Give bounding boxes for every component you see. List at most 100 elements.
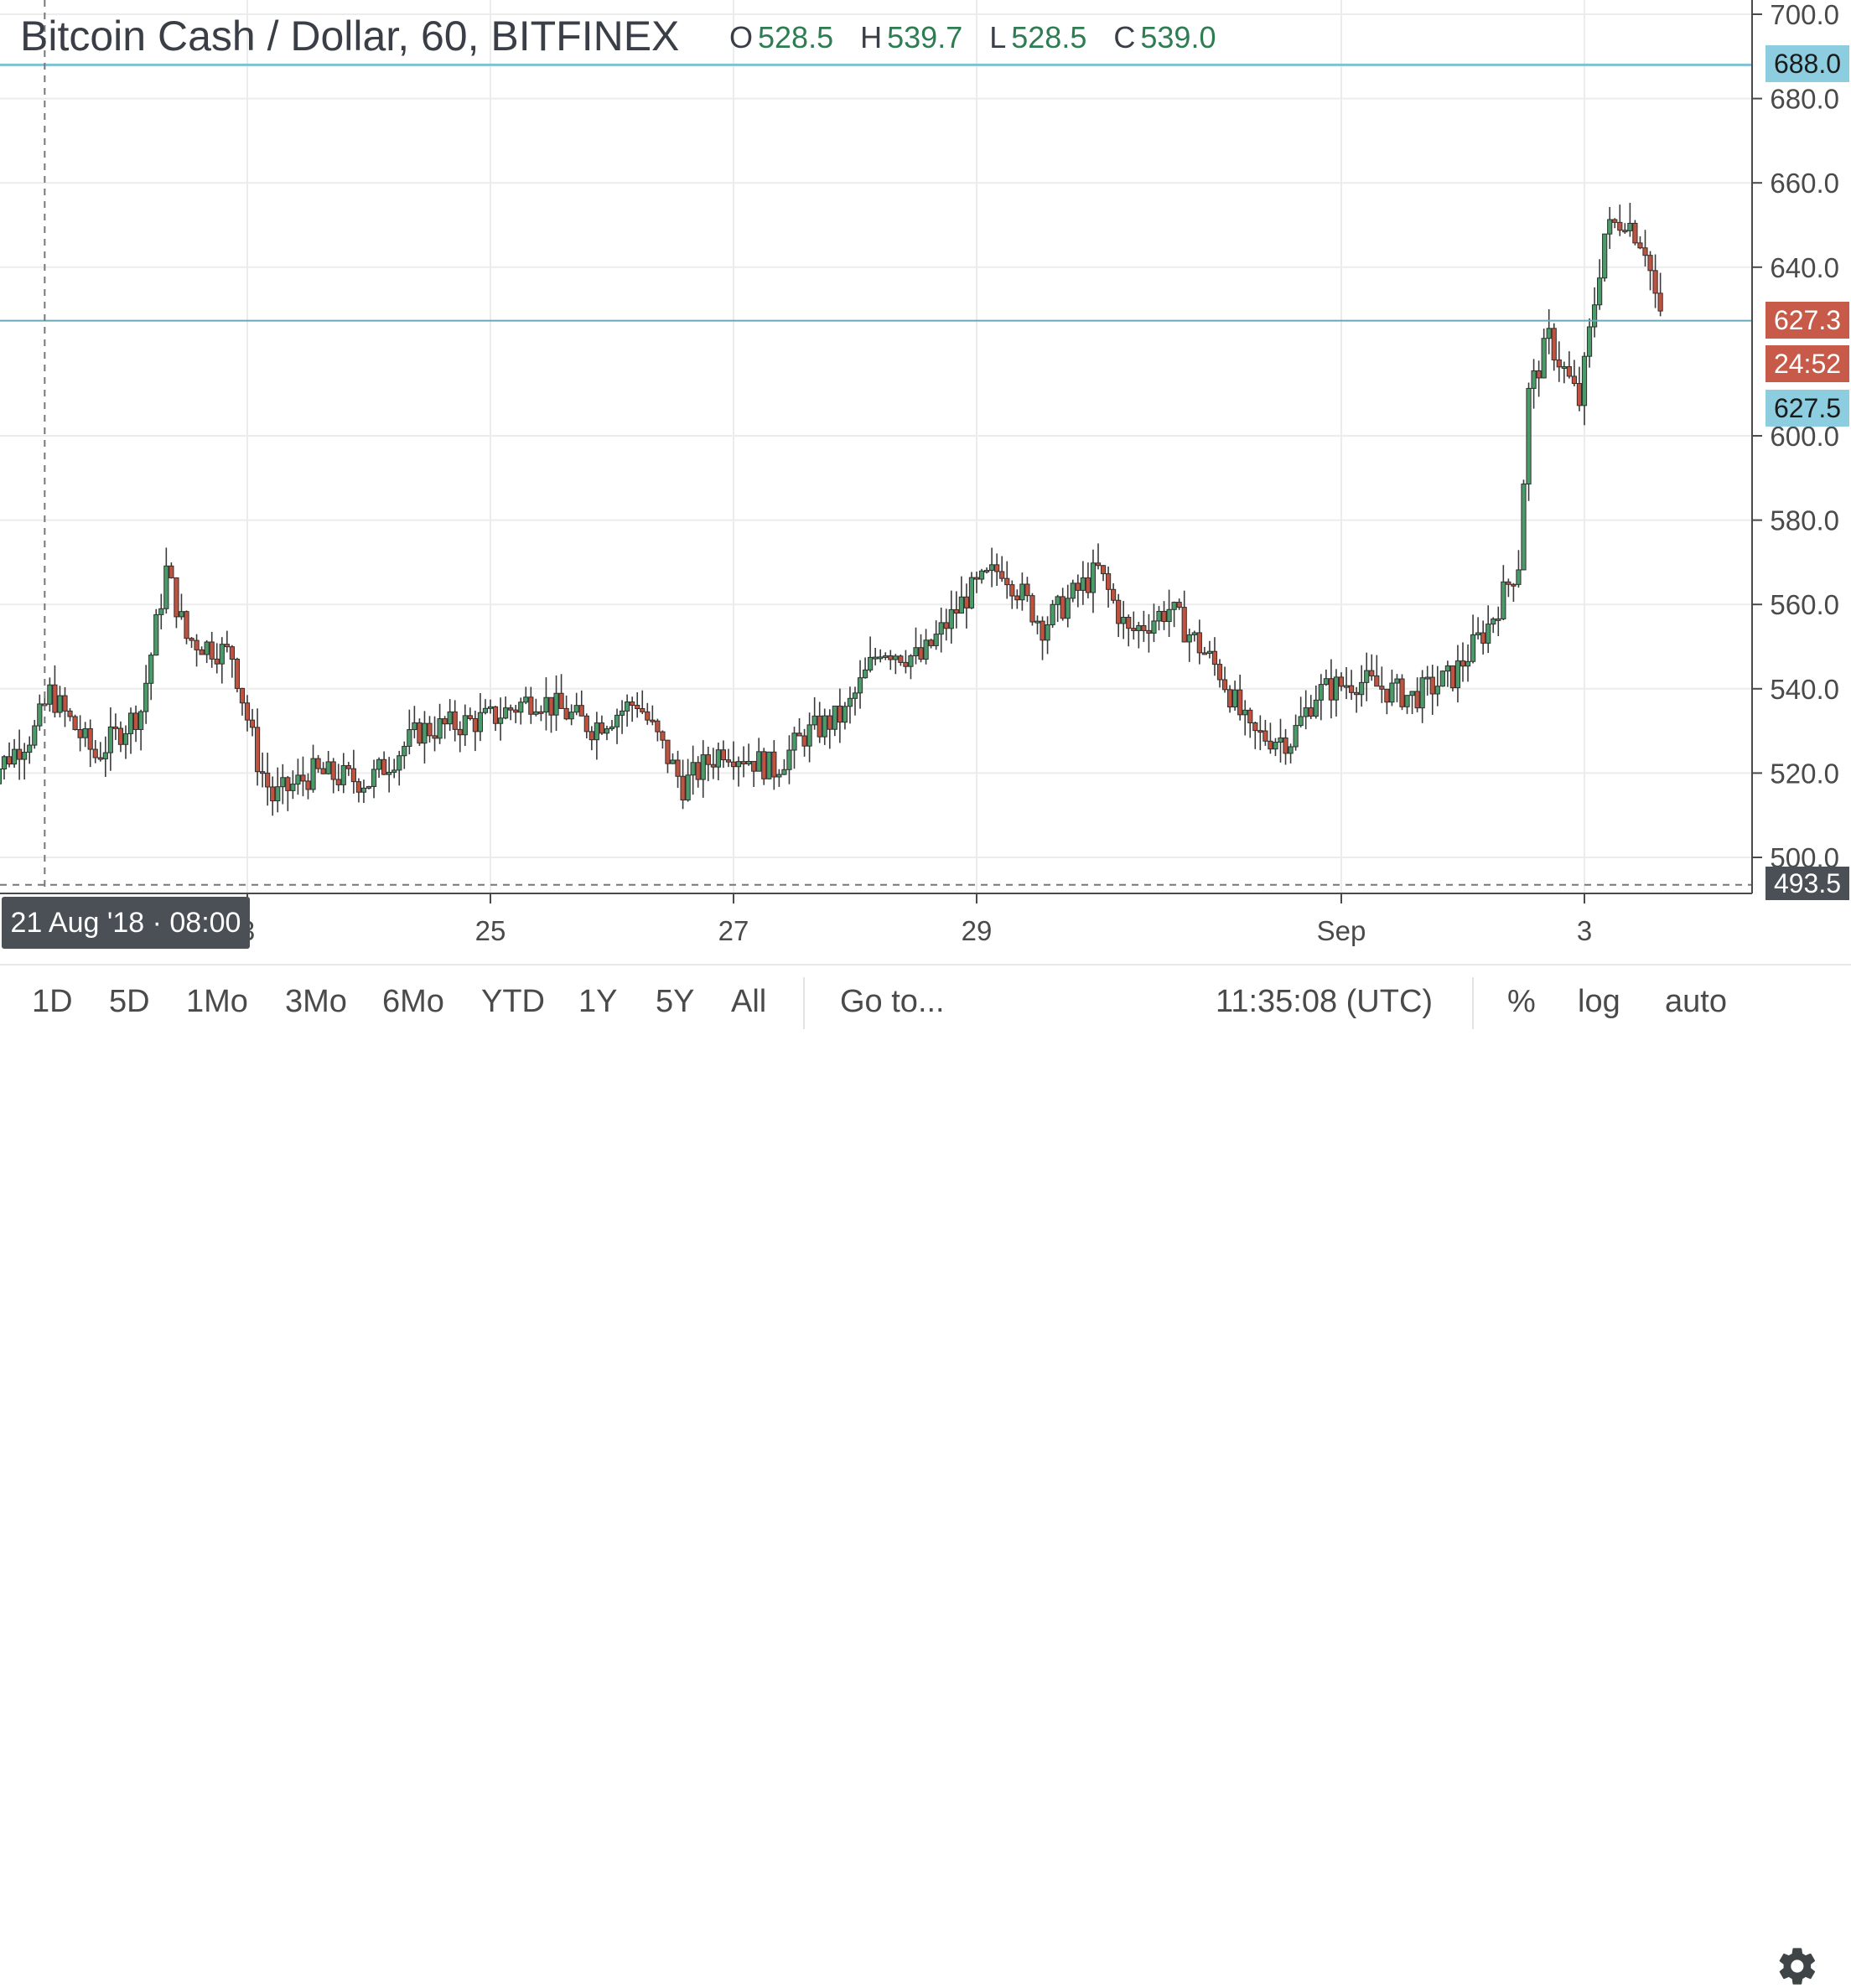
candle-body xyxy=(1338,676,1345,687)
candle-body xyxy=(690,762,696,776)
price-axis[interactable]: 500.0520.0540.0560.0580.0600.0640.0660.0… xyxy=(1751,0,1839,893)
log-scale-toggle[interactable]: log xyxy=(1578,984,1620,1019)
candle-down xyxy=(943,608,949,641)
range-5y-button[interactable]: 5Y xyxy=(656,984,695,1019)
candle-body xyxy=(1156,610,1162,622)
candle-body xyxy=(1394,678,1400,684)
candle-body xyxy=(1414,691,1420,709)
auto-scale-toggle[interactable]: auto xyxy=(1665,984,1727,1019)
candle-up xyxy=(983,567,990,574)
candle-down xyxy=(1551,323,1557,371)
candle-body xyxy=(978,570,985,580)
candle-up xyxy=(1586,318,1593,368)
candle-body xyxy=(1343,685,1350,688)
candle-body xyxy=(1571,375,1578,385)
candle-down xyxy=(665,739,671,774)
candle-body xyxy=(1050,603,1055,625)
candle-body xyxy=(265,772,271,788)
range-ytd-button[interactable]: YTD xyxy=(481,984,545,1019)
candle-up xyxy=(1541,329,1547,379)
candle-down xyxy=(973,572,980,593)
candle-down xyxy=(229,645,235,678)
candle-body xyxy=(680,775,686,801)
candle-body xyxy=(1491,619,1496,625)
candle-body xyxy=(1126,616,1132,629)
range-all-button[interactable]: All xyxy=(731,984,767,1019)
candle-up xyxy=(553,675,559,732)
candle-down xyxy=(588,726,594,751)
price-tick-label: 640.0 xyxy=(1770,252,1839,283)
candle-body xyxy=(1597,277,1603,306)
candle-down xyxy=(1283,728,1288,765)
candle-body xyxy=(1060,596,1065,619)
candle-body xyxy=(1308,707,1314,717)
candle-down xyxy=(350,749,356,794)
candle-body xyxy=(1591,304,1598,328)
candle-up xyxy=(523,686,529,705)
candle-down xyxy=(1536,360,1542,397)
range-1y-button[interactable]: 1Y xyxy=(578,984,618,1019)
range-6mo-button[interactable]: 6Mo xyxy=(382,984,444,1019)
candle-up xyxy=(852,686,858,716)
candle-down xyxy=(1221,666,1228,693)
candle-down xyxy=(1480,620,1486,655)
candle-body xyxy=(442,718,448,725)
candle-down xyxy=(17,729,23,780)
candle-body xyxy=(847,697,853,707)
candle-down xyxy=(355,778,362,803)
candle-up xyxy=(1597,259,1603,310)
crosshair-price-tag: 493.5 xyxy=(1765,867,1849,900)
candle-down xyxy=(1095,543,1102,570)
price-chart[interactable]: 500.0520.0540.0560.0580.0600.0640.0660.0… xyxy=(0,0,1851,964)
range-3mo-button[interactable]: 3Mo xyxy=(285,984,347,1019)
candle-up xyxy=(163,547,169,614)
candle-up xyxy=(1359,665,1365,707)
last-price-tag: 627.3 xyxy=(1765,302,1849,339)
candle-down xyxy=(67,707,73,722)
candle-body xyxy=(735,761,742,768)
candle-up xyxy=(1045,616,1050,655)
candle-body xyxy=(943,622,949,629)
candle-body xyxy=(244,702,251,721)
candle-body xyxy=(1399,678,1405,707)
candle-down xyxy=(467,707,473,721)
candle-up xyxy=(366,785,372,790)
candle-body xyxy=(1647,255,1653,272)
candle-down xyxy=(640,690,646,715)
candle-down xyxy=(1622,223,1628,234)
candle-body xyxy=(295,774,301,785)
candle-body xyxy=(189,638,194,641)
candle-down xyxy=(710,748,716,779)
candle-up xyxy=(781,758,787,775)
candle-body xyxy=(695,762,701,780)
candle-down xyxy=(452,700,458,742)
candle-up xyxy=(1602,233,1608,282)
candle-body xyxy=(1531,370,1537,389)
candle-body xyxy=(1384,688,1390,703)
candle-down xyxy=(1571,360,1578,386)
candle-body xyxy=(660,731,666,741)
candle-body xyxy=(538,711,544,714)
utc-clock[interactable]: 11:35:08 (UTC) xyxy=(1216,984,1434,1019)
candle-down xyxy=(224,630,230,653)
range-5d-button[interactable]: 5D xyxy=(109,984,150,1019)
candle-down xyxy=(660,730,666,749)
candle-body xyxy=(761,751,767,779)
candle-body xyxy=(558,692,564,709)
candle-down xyxy=(1060,588,1065,621)
candle-body xyxy=(827,715,832,730)
candle-up xyxy=(700,740,706,798)
time-axis[interactable]: 3252729Sep3 xyxy=(0,893,1752,946)
go-to-button[interactable]: Go to... xyxy=(840,984,945,1019)
candle-body xyxy=(1333,676,1340,701)
percent-scale-toggle[interactable]: % xyxy=(1507,984,1536,1019)
candle-body xyxy=(239,687,246,704)
range-1mo-button[interactable]: 1Mo xyxy=(186,984,248,1019)
candle-down xyxy=(174,577,179,629)
candle-body xyxy=(169,565,174,578)
candle-body xyxy=(82,727,88,738)
range-1d-button[interactable]: 1D xyxy=(32,984,73,1019)
candle-body xyxy=(1298,716,1304,727)
candle-up xyxy=(746,743,752,766)
gear-icon[interactable] xyxy=(1776,1944,1819,1988)
